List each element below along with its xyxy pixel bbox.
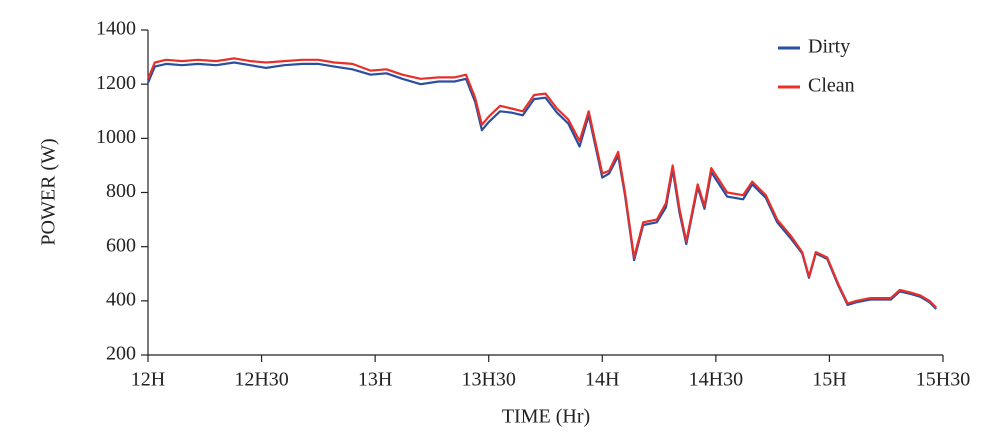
x-tick-label: 13H30 xyxy=(461,369,515,391)
x-tick-label: 12H30 xyxy=(234,369,288,391)
y-axis-label: POWER (W) xyxy=(38,138,60,245)
legend-label: Dirty xyxy=(808,36,850,58)
series-line xyxy=(146,57,937,309)
y-tick-label: 200 xyxy=(106,343,136,365)
y-tick-label: 400 xyxy=(106,288,136,310)
legend-label: Clean xyxy=(808,75,855,97)
y-tick-label: 600 xyxy=(106,234,136,256)
x-tick-label: 15H30 xyxy=(916,369,970,391)
x-tick-label: 14H30 xyxy=(689,369,743,391)
x-tick-label: 15H xyxy=(812,369,846,391)
x-axis-label: TIME (Hr) xyxy=(502,406,590,428)
x-tick-label: 13H xyxy=(358,369,392,391)
x-tick-label: 14H xyxy=(585,369,619,391)
series-line xyxy=(146,61,937,310)
y-tick-label: 1000 xyxy=(96,126,136,148)
x-tick-label: 12H xyxy=(131,369,165,391)
y-tick-label: 800 xyxy=(106,180,136,202)
y-tick-label: 1200 xyxy=(96,72,136,94)
y-tick-label: 1400 xyxy=(96,18,136,40)
